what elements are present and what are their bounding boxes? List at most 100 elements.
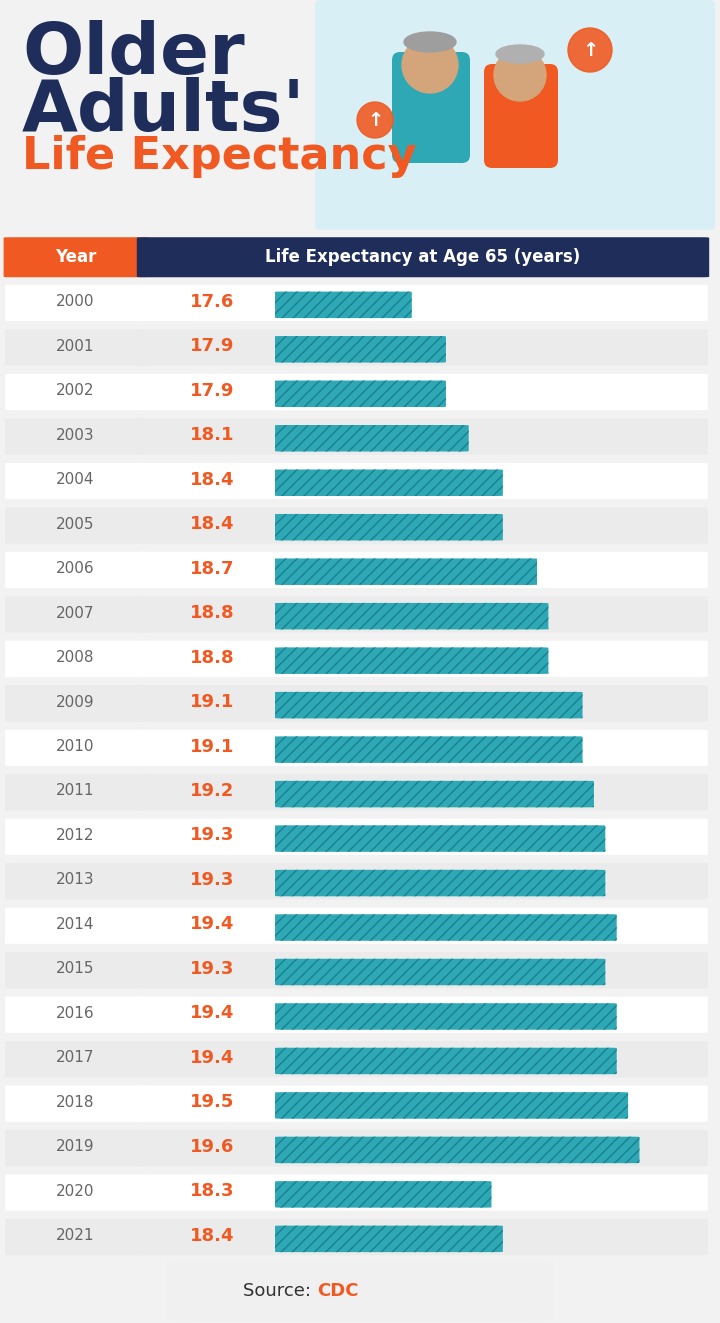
FancyBboxPatch shape	[4, 237, 148, 278]
FancyBboxPatch shape	[138, 552, 708, 587]
FancyBboxPatch shape	[275, 513, 503, 541]
FancyBboxPatch shape	[5, 730, 146, 766]
FancyBboxPatch shape	[275, 826, 606, 852]
Text: 2005: 2005	[56, 516, 95, 532]
FancyBboxPatch shape	[5, 1041, 146, 1077]
Text: ↑: ↑	[366, 111, 383, 130]
Circle shape	[402, 37, 458, 93]
FancyBboxPatch shape	[138, 685, 708, 721]
FancyBboxPatch shape	[392, 52, 470, 163]
FancyBboxPatch shape	[275, 1225, 503, 1252]
Text: 2020: 2020	[56, 1184, 95, 1199]
FancyBboxPatch shape	[275, 291, 412, 318]
Text: 18.7: 18.7	[190, 560, 235, 578]
FancyBboxPatch shape	[5, 1218, 146, 1256]
Text: 19.4: 19.4	[190, 1049, 235, 1066]
FancyBboxPatch shape	[484, 64, 558, 168]
FancyBboxPatch shape	[275, 692, 582, 718]
FancyBboxPatch shape	[275, 1048, 617, 1074]
Circle shape	[494, 49, 546, 101]
Text: 2015: 2015	[56, 962, 95, 976]
Text: 2001: 2001	[56, 339, 95, 353]
FancyBboxPatch shape	[138, 1130, 708, 1167]
FancyBboxPatch shape	[137, 237, 709, 278]
Text: CDC: CDC	[317, 1282, 359, 1299]
FancyBboxPatch shape	[5, 863, 146, 900]
Text: Life Expectancy at Age 65 (years): Life Expectancy at Age 65 (years)	[266, 249, 580, 266]
FancyBboxPatch shape	[5, 774, 146, 811]
FancyBboxPatch shape	[138, 1175, 708, 1211]
Text: 2017: 2017	[56, 1050, 95, 1065]
Text: Life Expectancy: Life Expectancy	[22, 135, 417, 179]
Text: 2014: 2014	[56, 917, 95, 931]
Text: 2002: 2002	[56, 384, 95, 398]
FancyBboxPatch shape	[275, 381, 446, 407]
FancyBboxPatch shape	[5, 908, 146, 943]
Text: 19.2: 19.2	[190, 782, 235, 800]
FancyBboxPatch shape	[5, 284, 146, 321]
Text: 18.1: 18.1	[190, 426, 235, 445]
Text: 2019: 2019	[56, 1139, 95, 1154]
FancyBboxPatch shape	[5, 685, 146, 721]
FancyBboxPatch shape	[138, 507, 708, 544]
Text: 2000: 2000	[56, 294, 95, 310]
FancyBboxPatch shape	[5, 1175, 146, 1211]
Text: 18.4: 18.4	[190, 1226, 235, 1245]
FancyBboxPatch shape	[275, 959, 606, 986]
Text: 19.4: 19.4	[190, 916, 235, 934]
Text: 2006: 2006	[56, 561, 95, 576]
FancyBboxPatch shape	[275, 1003, 617, 1029]
Circle shape	[568, 28, 612, 71]
Text: 19.3: 19.3	[190, 960, 235, 978]
Text: 2004: 2004	[56, 472, 95, 487]
FancyBboxPatch shape	[138, 597, 708, 632]
Text: 2013: 2013	[56, 872, 95, 888]
FancyBboxPatch shape	[138, 374, 708, 410]
FancyBboxPatch shape	[138, 730, 708, 766]
FancyBboxPatch shape	[138, 1218, 708, 1256]
Text: 2007: 2007	[56, 606, 95, 620]
Text: 19.4: 19.4	[190, 1004, 235, 1023]
Text: 2008: 2008	[56, 650, 95, 665]
Text: 19.3: 19.3	[190, 871, 235, 889]
Text: 2021: 2021	[56, 1228, 95, 1244]
Text: Source:: Source:	[243, 1282, 317, 1299]
FancyBboxPatch shape	[138, 863, 708, 900]
Text: 2018: 2018	[56, 1095, 95, 1110]
Text: 18.8: 18.8	[190, 648, 235, 667]
FancyBboxPatch shape	[138, 819, 708, 855]
Text: 19.6: 19.6	[190, 1138, 235, 1156]
Text: Older: Older	[22, 20, 245, 89]
FancyBboxPatch shape	[275, 914, 617, 941]
FancyBboxPatch shape	[138, 284, 708, 321]
FancyBboxPatch shape	[275, 1181, 492, 1208]
FancyBboxPatch shape	[275, 425, 469, 451]
FancyBboxPatch shape	[275, 336, 446, 363]
Text: 2010: 2010	[56, 740, 95, 754]
FancyBboxPatch shape	[275, 737, 582, 763]
FancyBboxPatch shape	[5, 418, 146, 455]
Text: 2009: 2009	[56, 695, 95, 709]
FancyBboxPatch shape	[166, 1259, 554, 1322]
FancyBboxPatch shape	[138, 996, 708, 1033]
Text: 2016: 2016	[56, 1005, 95, 1021]
Text: 19.1: 19.1	[190, 737, 235, 755]
FancyBboxPatch shape	[5, 597, 146, 632]
FancyBboxPatch shape	[275, 1093, 628, 1119]
FancyBboxPatch shape	[275, 470, 503, 496]
FancyBboxPatch shape	[138, 329, 708, 365]
FancyBboxPatch shape	[275, 603, 549, 630]
Text: 18.4: 18.4	[190, 515, 235, 533]
FancyBboxPatch shape	[138, 953, 708, 988]
FancyBboxPatch shape	[5, 640, 146, 677]
FancyBboxPatch shape	[138, 774, 708, 811]
FancyBboxPatch shape	[5, 552, 146, 587]
Text: 2003: 2003	[56, 427, 95, 443]
FancyBboxPatch shape	[5, 1130, 146, 1167]
FancyBboxPatch shape	[275, 1136, 639, 1163]
FancyBboxPatch shape	[5, 1085, 146, 1122]
FancyBboxPatch shape	[138, 1085, 708, 1122]
Text: 18.3: 18.3	[190, 1183, 235, 1200]
FancyBboxPatch shape	[275, 869, 606, 896]
FancyBboxPatch shape	[138, 908, 708, 943]
